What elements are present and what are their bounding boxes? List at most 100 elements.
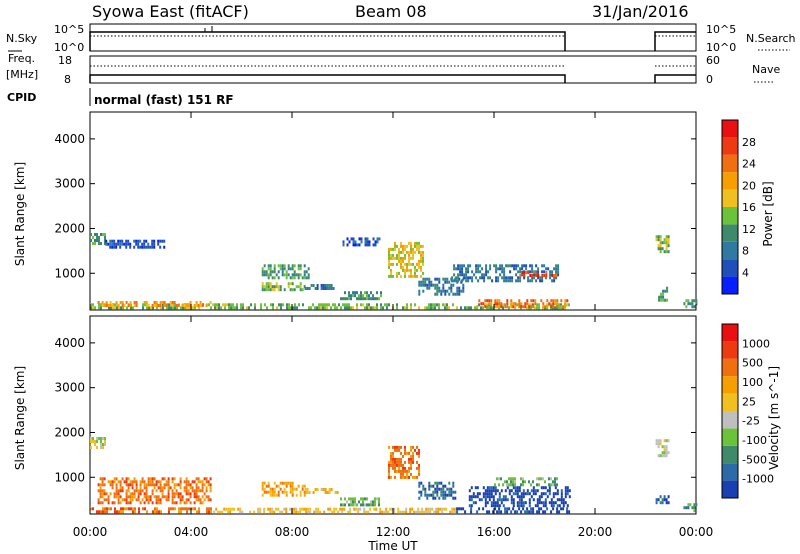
- data-cell: [532, 498, 535, 502]
- data-cell: [508, 477, 510, 481]
- data-cell: [509, 279, 512, 283]
- data-cell: [506, 510, 509, 514]
- data-cell: [506, 483, 508, 487]
- data-cell: [470, 495, 473, 499]
- data-cell: [515, 264, 518, 268]
- data-cell: [125, 495, 128, 499]
- data-cell: [406, 472, 408, 476]
- data-cell: [127, 304, 130, 307]
- data-cell: [408, 475, 410, 479]
- data-cell: [189, 501, 192, 505]
- data-cell: [289, 481, 292, 485]
- data-cell: [515, 267, 518, 271]
- data-cell: [506, 305, 509, 309]
- data-cell: [504, 510, 507, 514]
- data-cell: [130, 507, 132, 511]
- data-cell: [151, 239, 154, 243]
- data-cell: [394, 244, 396, 248]
- data-cell: [479, 264, 482, 268]
- data-cell: [495, 276, 498, 280]
- data-cell: [488, 489, 491, 493]
- data-cell: [187, 483, 190, 487]
- data-cell: [179, 501, 182, 505]
- data-cell: [446, 487, 449, 491]
- data-cell: [350, 503, 352, 507]
- data-cell: [564, 501, 567, 505]
- data-cell: [334, 303, 336, 307]
- data-cell: [554, 483, 556, 487]
- data-cell: [330, 306, 332, 310]
- data-cell: [506, 299, 509, 303]
- data-cell: [564, 489, 567, 493]
- data-cell: [405, 510, 408, 514]
- data-cell: [506, 302, 509, 306]
- data-cell: [129, 304, 132, 307]
- data-cell: [511, 279, 514, 283]
- data-cell: [451, 507, 454, 511]
- data-cell: [416, 460, 418, 464]
- data-cell: [354, 503, 356, 507]
- data-cell: [564, 305, 567, 309]
- data-cell: [436, 493, 439, 497]
- data-cell: [312, 491, 315, 494]
- data-cell: [436, 303, 438, 307]
- data-cell: [556, 510, 559, 514]
- data-cell: [418, 490, 421, 494]
- data-cell: [207, 483, 210, 487]
- data-cell: [121, 239, 124, 243]
- data-cell: [291, 484, 294, 488]
- data-cell: [526, 306, 528, 310]
- data-cell: [416, 451, 418, 455]
- data-cell: [129, 501, 132, 505]
- data-cell: [538, 303, 540, 307]
- data-cell: [655, 501, 658, 505]
- data-cell: [114, 507, 116, 511]
- data-cell: [695, 503, 698, 507]
- data-cell: [282, 303, 284, 307]
- data-cell: [440, 493, 443, 497]
- data-cell: [428, 306, 430, 310]
- data-cell: [121, 242, 124, 246]
- data-cell: [291, 282, 294, 286]
- data-cell: [104, 507, 106, 511]
- data-cell: [534, 302, 537, 306]
- data-cell: [549, 270, 552, 274]
- nsearch-tick-low: 10^0: [706, 41, 736, 54]
- data-cell: [510, 305, 513, 309]
- data-cell: [426, 306, 428, 310]
- data-cell: [294, 303, 296, 307]
- data-cell: [489, 264, 492, 268]
- data-cell: [197, 480, 200, 484]
- data-cell: [287, 285, 290, 289]
- data-cell: [269, 267, 272, 271]
- data-cell: [154, 510, 156, 514]
- data-cell: [151, 304, 154, 307]
- data-cell: [299, 282, 302, 286]
- data-region: [304, 284, 335, 290]
- data-cell: [104, 242, 106, 245]
- data-cell: [404, 451, 406, 455]
- data-cell: [129, 301, 132, 304]
- data-cell: [134, 507, 136, 511]
- data-cell: [101, 483, 104, 487]
- data-cell: [460, 306, 462, 310]
- data-cell: [139, 245, 142, 249]
- data-cell: [364, 503, 366, 507]
- data-cell: [498, 483, 500, 487]
- data-cell: [488, 510, 491, 514]
- data-region: [261, 282, 306, 292]
- data-cell: [687, 302, 690, 306]
- data-cell: [92, 242, 94, 245]
- data-cell: [283, 487, 286, 491]
- data-cell: [225, 507, 228, 511]
- data-cell: [657, 235, 660, 239]
- data-cell: [471, 276, 474, 280]
- data-cell: [416, 244, 418, 248]
- data-cell: [239, 510, 242, 514]
- data-cell: [159, 483, 162, 487]
- data-cell: [402, 466, 404, 470]
- data-cell: [179, 477, 182, 481]
- data-cell: [413, 510, 416, 514]
- data-cell: [171, 501, 174, 505]
- data-cell: [538, 477, 540, 481]
